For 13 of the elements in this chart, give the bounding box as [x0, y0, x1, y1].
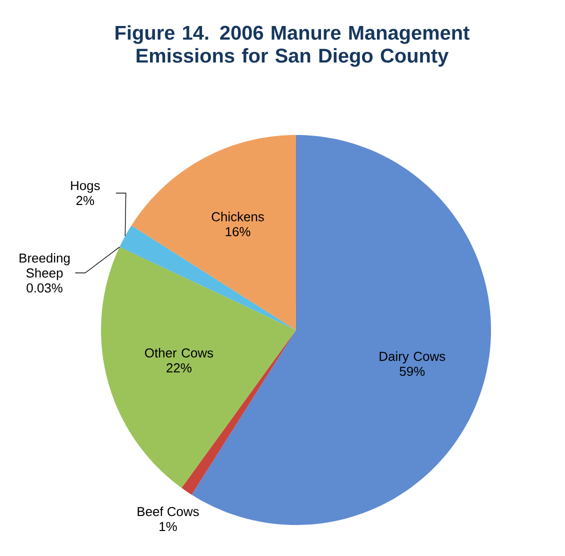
data-label: 2%	[76, 196, 94, 206]
data-label: 0.03%	[26, 283, 62, 293]
slice-label: Chickens	[212, 212, 264, 222]
slice-label: Other Cows	[145, 348, 214, 358]
data-label: 16%	[226, 227, 250, 236]
slice-label: Breeding Sheep	[20, 253, 70, 280]
slice-label: Dairy Cows	[380, 351, 446, 364]
chart-title: Figure 14. 2006 Manure Management Emissions for San Diego County	[116, 25, 470, 67]
data-label: 1%	[160, 522, 177, 532]
data-label: 22%	[166, 363, 192, 372]
slice-label: Hogs	[71, 181, 100, 193]
slice-label: Beef Cows	[138, 506, 199, 516]
data-label: 59%	[400, 366, 425, 376]
